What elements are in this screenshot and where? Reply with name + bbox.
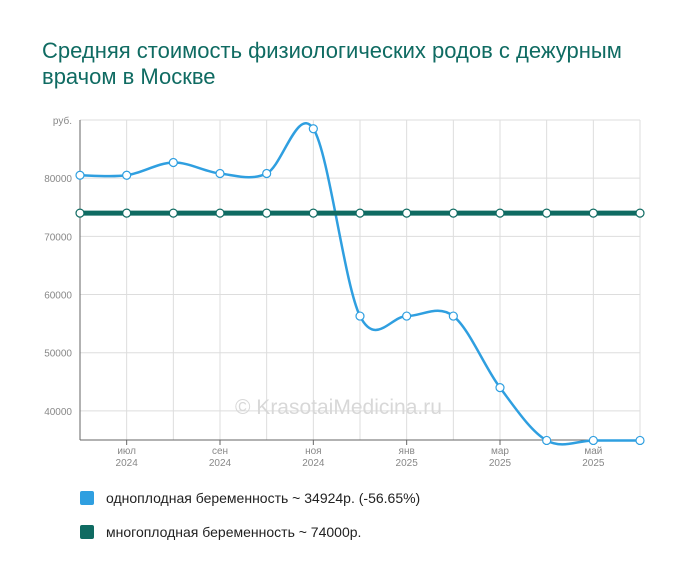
data-point-series-1	[355, 208, 365, 218]
x-tick-label-year: 2025	[396, 458, 419, 469]
data-point-series-1	[495, 208, 505, 218]
chart-title: Средняя стоимость физиологических родов …	[42, 38, 622, 89]
series-points	[75, 124, 645, 446]
y-tick-label: 60000	[44, 291, 72, 302]
y-tick-label: 50000	[44, 349, 72, 360]
x-tick-label: май	[584, 446, 602, 457]
x-tick-label: ноя	[305, 446, 322, 457]
legend-item-multiple[interactable]: многоплодная беременность ~ 74000р.	[80, 524, 361, 540]
data-point-series-0	[215, 168, 225, 179]
y-axis-unit-label: руб.	[53, 115, 72, 127]
x-tick-label-year: 2025	[582, 458, 605, 469]
x-tick-label: июл	[117, 446, 136, 457]
x-tick-labels: июл2024сен2024ноя2024янв2025мар2025май20…	[116, 446, 605, 469]
y-tick-labels: 40000 50000 60000 70000 80000 руб.	[44, 115, 72, 418]
data-point-series-1	[122, 208, 132, 218]
data-point-series-0	[75, 170, 85, 180]
legend-swatch-multiple	[80, 525, 94, 539]
data-point-series-1	[402, 208, 412, 218]
data-point-series-1	[448, 208, 458, 218]
data-point-series-0	[542, 435, 552, 446]
y-tick-label: 80000	[44, 174, 72, 185]
x-tick-label-year: 2024	[116, 458, 139, 469]
legend-label-single: одноплодная беременность ~ 34924р. (-56.…	[106, 490, 421, 506]
data-point-series-0	[355, 311, 365, 321]
x-tick-label-year: 2025	[489, 458, 512, 469]
watermark: © KrasotaiMedicina.ru	[235, 396, 442, 419]
data-point-series-0	[495, 383, 505, 393]
data-point-series-0	[168, 157, 178, 168]
data-point-series-1	[588, 208, 598, 218]
x-tick-label: сен	[212, 446, 228, 457]
data-point-series-0	[448, 311, 458, 321]
series-line-0	[79, 122, 640, 446]
data-point-series-1	[308, 208, 318, 218]
data-point-series-1	[262, 208, 272, 218]
x-tick-label: мар	[491, 446, 509, 457]
data-point-series-0	[402, 311, 412, 321]
data-point-series-0	[635, 435, 645, 446]
legend-label-multiple: многоплодная беременность ~ 74000р.	[106, 524, 362, 540]
y-tick-label: 70000	[44, 232, 72, 243]
x-tick-label-year: 2024	[209, 458, 232, 469]
data-point-series-0	[588, 435, 598, 446]
data-point-series-1	[75, 208, 85, 218]
data-point-series-0	[308, 124, 318, 134]
grid	[79, 119, 641, 440]
legend-swatch-single	[80, 491, 94, 505]
legend-item-single[interactable]: одноплодная беременность ~ 34924р. (-56.…	[80, 490, 420, 506]
data-point-series-1	[635, 208, 645, 218]
y-tick-label: 40000	[44, 407, 72, 418]
x-tick-label: янв	[399, 446, 415, 457]
data-point-series-0	[122, 170, 132, 180]
data-point-series-1	[542, 208, 552, 218]
data-point-series-1	[215, 208, 225, 218]
data-point-series-0	[262, 168, 272, 179]
data-point-series-1	[168, 208, 178, 218]
x-tick-label-year: 2024	[302, 458, 325, 469]
